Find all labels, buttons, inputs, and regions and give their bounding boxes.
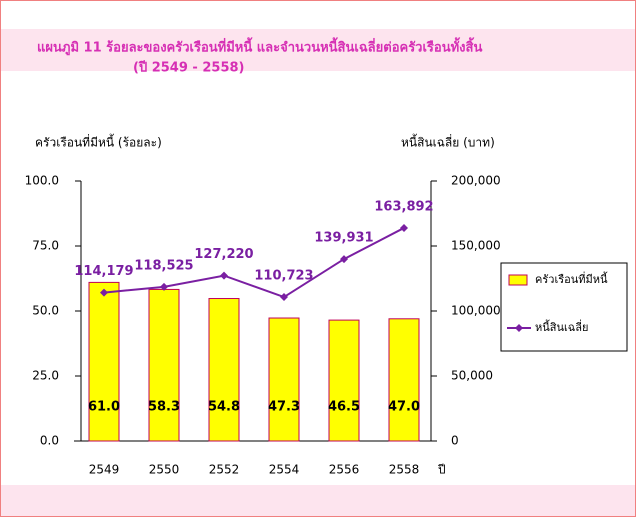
bar	[388, 318, 420, 442]
bar-value-label: 61.0	[88, 400, 120, 415]
line-value-label: 163,892	[374, 199, 433, 214]
y-tick-label: 0.0	[40, 434, 59, 448]
y2-tick-label: 100,000	[451, 304, 501, 318]
x-tick-label: 2556	[329, 463, 360, 477]
bar-value-label: 47.0	[388, 400, 420, 415]
y-tick-label: 75.0	[32, 239, 59, 253]
line-marker	[400, 223, 408, 232]
legend-label: หนี้สินเฉลี่ย	[535, 319, 588, 334]
bottom-band	[1, 485, 635, 516]
bar-value-label: 47.3	[268, 400, 300, 415]
bar-value-label: 54.8	[208, 400, 240, 415]
x-axis-title: ปี	[437, 463, 445, 477]
y-tick-label: 50.0	[32, 304, 59, 318]
x-tick-label: 2558	[389, 463, 420, 477]
x-tick-label: 2554	[269, 463, 300, 477]
line-marker	[340, 255, 348, 264]
y2-tick-label: 150,000	[451, 239, 501, 253]
top-margin	[1, 1, 635, 29]
x-tick-label: 2550	[149, 463, 180, 477]
bar	[148, 288, 180, 442]
bar-value-label: 58.3	[148, 400, 180, 415]
y-tick-label: 100.0	[25, 174, 59, 188]
bar	[208, 298, 240, 442]
y2-axis-title: หนี้สินเฉลี่ย (บาท)	[401, 134, 495, 150]
legend-marker	[515, 324, 523, 332]
line-value-label: 139,931	[314, 231, 373, 246]
y-tick-label: 25.0	[32, 369, 59, 383]
x-tick-label: 2552	[209, 463, 240, 477]
chart-title: แผนภูมิ 11 ร้อยละของครัวเรือนที่มีหนี้ แ…	[37, 37, 482, 56]
line-value-label: 110,723	[254, 269, 313, 284]
line-value-label: 114,179	[74, 264, 133, 279]
bar-value-label: 46.5	[328, 400, 360, 415]
bar	[328, 319, 360, 442]
y2-tick-label: 0	[451, 434, 459, 448]
bar	[88, 281, 120, 442]
line-marker	[100, 288, 108, 297]
y2-tick-label: 200,000	[451, 174, 501, 188]
y2-tick-label: 50,000	[451, 369, 493, 383]
line-marker	[280, 293, 288, 302]
chart-subtitle: (ปี 2549 - 2558)	[133, 60, 244, 76]
y-axis-title: ครัวเรือนที่มีหนี้ (ร้อยละ)	[35, 134, 162, 150]
line-value-label: 118,525	[134, 258, 193, 273]
line-marker	[220, 271, 228, 280]
line	[103, 227, 405, 299]
bar	[268, 317, 300, 442]
legend-swatch	[508, 274, 528, 286]
line-marker	[160, 282, 168, 291]
title-band	[1, 29, 635, 71]
line-value-label: 127,220	[194, 247, 253, 262]
legend-label: ครัวเรือนที่มีหนี้	[535, 271, 608, 286]
x-tick-label: 2549	[89, 463, 120, 477]
